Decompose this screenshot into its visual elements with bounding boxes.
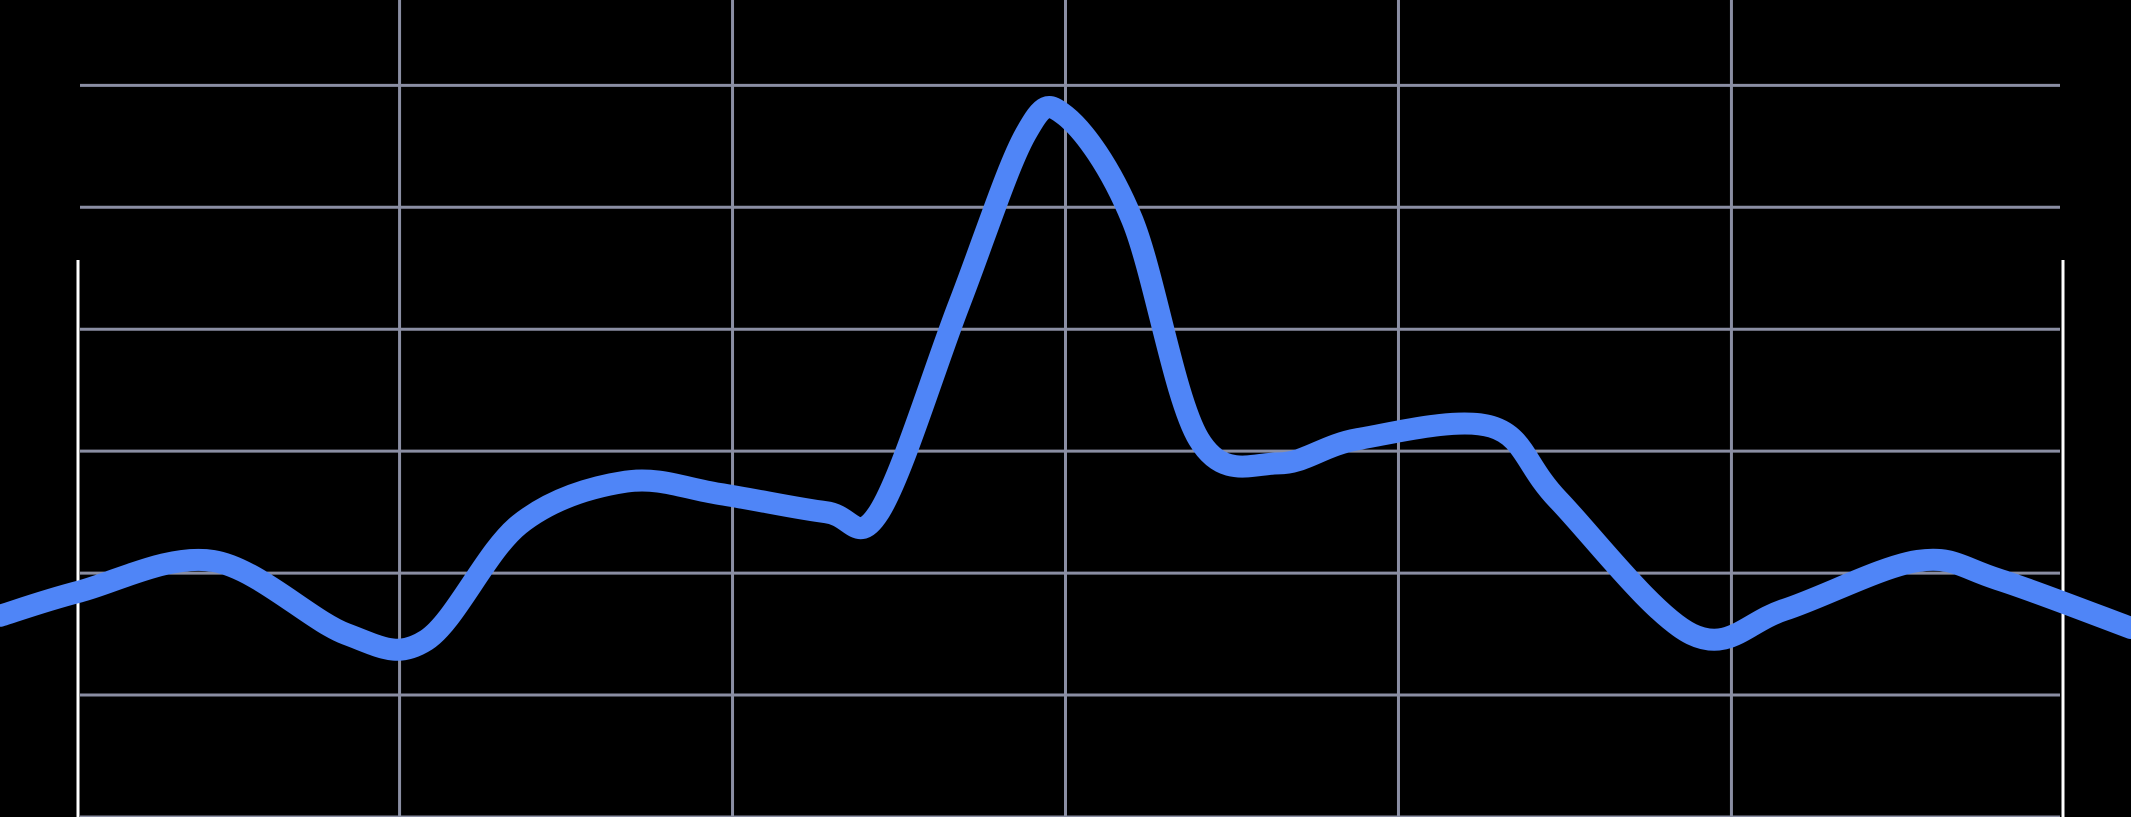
series-layer <box>0 96 2131 661</box>
series-line <box>0 96 2131 661</box>
grid-layer <box>76 0 2065 817</box>
